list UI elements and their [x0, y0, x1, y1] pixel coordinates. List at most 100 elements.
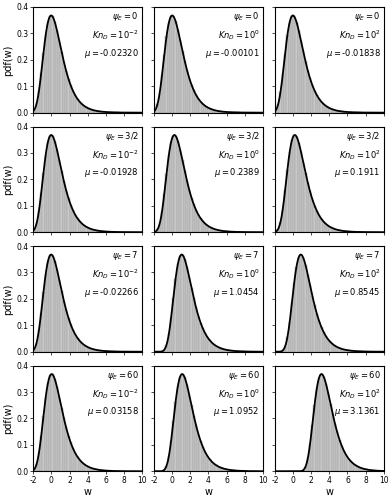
X-axis label: w: w: [205, 486, 212, 496]
Bar: [314, 306, 316, 352]
Bar: [220, 230, 222, 232]
Bar: [90, 229, 92, 232]
Bar: [277, 228, 279, 232]
Bar: [229, 350, 231, 352]
Bar: [220, 468, 222, 471]
Bar: [90, 468, 92, 471]
Bar: [188, 190, 191, 232]
Bar: [354, 465, 356, 471]
Y-axis label: pdf(w): pdf(w): [4, 44, 13, 76]
Bar: [197, 214, 200, 232]
Bar: [170, 318, 172, 352]
Bar: [200, 441, 201, 472]
Bar: [338, 111, 341, 112]
Bar: [83, 464, 85, 471]
Bar: [304, 172, 307, 232]
Bar: [49, 16, 51, 112]
Bar: [286, 338, 289, 351]
Bar: [211, 228, 213, 232]
Bar: [42, 53, 45, 112]
Bar: [88, 348, 90, 352]
Bar: [74, 214, 76, 232]
X-axis label: w: w: [83, 486, 92, 496]
Bar: [45, 274, 47, 351]
Bar: [302, 162, 304, 232]
Bar: [76, 338, 78, 351]
Bar: [201, 447, 204, 471]
Bar: [341, 349, 343, 352]
Bar: [92, 110, 94, 112]
Bar: [168, 334, 170, 351]
Bar: [302, 470, 304, 472]
Bar: [172, 422, 174, 472]
Bar: [90, 348, 92, 352]
Bar: [343, 231, 345, 232]
Bar: [106, 470, 108, 472]
Bar: [170, 16, 172, 112]
Bar: [186, 385, 188, 472]
Bar: [45, 397, 47, 471]
Bar: [233, 351, 236, 352]
Bar: [316, 95, 318, 112]
Bar: [286, 35, 289, 112]
Bar: [56, 150, 58, 232]
Bar: [350, 350, 352, 352]
Text: $\psi_E = 0$
$Kn_D = 10^0$
$\mu = $-0.00101: $\psi_E = 0$ $Kn_D = 10^0$ $\mu = $-0.00…: [205, 10, 260, 59]
Bar: [163, 194, 165, 232]
Bar: [51, 374, 54, 472]
Y-axis label: pdf(w): pdf(w): [4, 403, 13, 434]
Bar: [211, 342, 213, 351]
Bar: [224, 469, 227, 472]
Bar: [183, 170, 186, 232]
Bar: [81, 462, 83, 471]
Bar: [40, 194, 42, 232]
Bar: [170, 142, 172, 232]
Bar: [206, 456, 209, 471]
Text: $\psi_E = $60
$Kn_D = 10^2$
$\mu = $3.1361: $\psi_E = $60 $Kn_D = 10^2$ $\mu = $3.13…: [334, 369, 381, 418]
Bar: [83, 226, 85, 232]
Bar: [51, 136, 54, 232]
Bar: [69, 442, 72, 472]
Bar: [177, 386, 179, 472]
Bar: [309, 444, 311, 471]
Bar: [54, 261, 56, 352]
Bar: [74, 453, 76, 471]
Bar: [63, 62, 65, 112]
Text: $\psi_E = $7
$Kn_D = 10^{-2}$
$\mu = $-0.02266: $\psi_E = $7 $Kn_D = 10^{-2}$ $\mu = $-0…: [84, 249, 139, 299]
Bar: [172, 298, 174, 352]
Bar: [291, 140, 293, 232]
Bar: [329, 342, 332, 351]
Bar: [179, 150, 181, 232]
Text: $\psi_E = $60
$Kn_D = 10^0$
$\mu = $1.0952: $\psi_E = $60 $Kn_D = 10^0$ $\mu = $1.09…: [214, 369, 260, 418]
Bar: [38, 211, 40, 232]
Bar: [370, 470, 372, 472]
Bar: [97, 230, 99, 232]
Bar: [209, 459, 211, 471]
Bar: [101, 470, 103, 472]
Text: $\psi_E = 3/2$
$Kn_D = 10^0$
$\mu = $0.2389: $\psi_E = 3/2$ $Kn_D = 10^0$ $\mu = $0.2…: [214, 130, 260, 180]
Bar: [74, 334, 76, 351]
Bar: [192, 416, 195, 472]
Bar: [204, 224, 206, 232]
Bar: [33, 349, 36, 352]
Bar: [65, 310, 67, 352]
Bar: [45, 35, 47, 112]
Bar: [275, 110, 277, 112]
Bar: [307, 70, 309, 112]
Bar: [97, 111, 99, 112]
Bar: [318, 99, 320, 112]
Bar: [42, 416, 45, 472]
Bar: [354, 351, 356, 352]
Bar: [293, 16, 295, 112]
Bar: [60, 52, 63, 112]
Bar: [40, 436, 42, 472]
Bar: [204, 106, 206, 112]
Bar: [168, 156, 170, 232]
Bar: [298, 142, 300, 232]
Bar: [192, 204, 195, 232]
Bar: [90, 110, 92, 112]
Bar: [40, 74, 42, 112]
Bar: [200, 322, 201, 352]
Bar: [168, 23, 170, 112]
Bar: [366, 470, 368, 472]
